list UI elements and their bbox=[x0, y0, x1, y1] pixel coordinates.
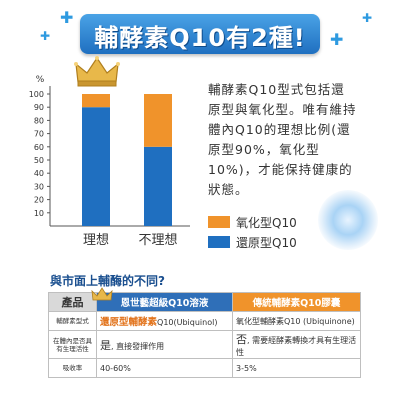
plus-decoration-icon: ✚ bbox=[362, 11, 373, 25]
header-product-a: 恩世藝超級Q10溶液 bbox=[91, 287, 233, 312]
y-tick-label: 90 bbox=[34, 103, 44, 112]
y-axis-label: % bbox=[36, 75, 45, 85]
y-tick-label: 40 bbox=[34, 169, 44, 178]
y-tick-label: 80 bbox=[34, 116, 44, 125]
crown-icon bbox=[74, 56, 120, 87]
legend-label-reduced: 還原型Q10 bbox=[236, 236, 297, 250]
table-cell: 否, 需要經酵素轉換才具有生理活性 bbox=[232, 330, 361, 359]
plus-decoration-icon: ✚ bbox=[40, 29, 51, 43]
table-cell: 是, 直接發揮作用 bbox=[96, 330, 233, 359]
row-label: 在體內是否具有生理活性 bbox=[48, 330, 97, 359]
cell-text: , 需要經酵素轉換才具有生理活性 bbox=[236, 336, 357, 357]
legend-swatch-oxidized bbox=[208, 216, 230, 228]
table-cell: 3-5% bbox=[232, 358, 361, 378]
x-category-label: 不理想 bbox=[138, 232, 177, 248]
cell-mark: 是 bbox=[100, 338, 111, 352]
x-category-label: 理想 bbox=[83, 232, 109, 248]
bar-oxidized bbox=[144, 94, 172, 147]
title-banner bbox=[80, 14, 320, 54]
plus-decoration-icon: ✚ bbox=[330, 30, 344, 49]
table-row: 在體內是否具有生理活性 是, 直接發揮作用 否, 需要經酵素轉換才具有生理活性 bbox=[48, 330, 361, 359]
row-label: 吸收率 bbox=[48, 358, 97, 378]
cell-text: Q10(Ubiquinol) bbox=[157, 318, 218, 327]
cell-mark: 否 bbox=[236, 333, 247, 346]
crown-icon bbox=[91, 287, 113, 301]
header-product: 產品 bbox=[48, 292, 97, 312]
y-tick-label: 20 bbox=[34, 196, 44, 205]
glow-orb-decoration bbox=[318, 190, 378, 250]
table-cell: 還原型輔酵素Q10(Ubiquinol) bbox=[96, 311, 233, 331]
header-product-a-label: 恩世藝超級Q10溶液 bbox=[120, 298, 209, 309]
page-title: 輔酵素Q10有2種! bbox=[94, 24, 306, 52]
y-tick-label: 70 bbox=[34, 130, 44, 139]
comparison-table: 產品 恩世藝超級Q10溶液 傳統輔酵素Q10膠囊 輔酵素型式 還原型輔酵素Q10… bbox=[48, 287, 361, 378]
y-tick-label: 30 bbox=[34, 182, 44, 191]
comparison-title: 與市面上輔酶的不同? bbox=[50, 274, 165, 288]
bar-reduced bbox=[144, 146, 172, 226]
row-label: 輔酵素型式 bbox=[48, 311, 97, 331]
y-tick-label: 100 bbox=[29, 90, 44, 99]
legend-swatch-reduced bbox=[208, 236, 230, 248]
y-tick-label: 60 bbox=[34, 143, 44, 152]
highlight-text: 還原型輔酵素 bbox=[100, 317, 158, 328]
plus-decoration-icon: ✚ bbox=[60, 8, 74, 27]
table-row: 輔酵素型式 還原型輔酵素Q10(Ubiquinol) 氧化型輔酵素Q10 (Ub… bbox=[48, 311, 361, 331]
y-tick-label: 10 bbox=[34, 209, 44, 218]
table-cell: 氧化型輔酵素Q10 (Ubiquinone) bbox=[232, 311, 361, 331]
legend-label-oxidized: 氧化型Q10 bbox=[236, 216, 297, 230]
y-tick-label: 50 bbox=[34, 156, 44, 165]
bar-oxidized bbox=[82, 94, 110, 108]
header-product-b: 傳統輔酵素Q10膠囊 bbox=[232, 292, 361, 312]
table-row: 吸收率 40-60% 3-5% bbox=[48, 358, 361, 378]
cell-text: , 直接發揮作用 bbox=[111, 341, 165, 351]
bar-reduced bbox=[82, 107, 110, 226]
table-cell: 40-60% bbox=[96, 358, 233, 378]
description-text: 輔酵素Q10型式包括還原型與氧化型。唯有維持體內Q10的理想比例(還原型90%，… bbox=[208, 82, 357, 197]
stacked-bar-chart: % 10 20 30 40 50 60 70 80 90 100 理想 不理想 bbox=[29, 75, 190, 248]
